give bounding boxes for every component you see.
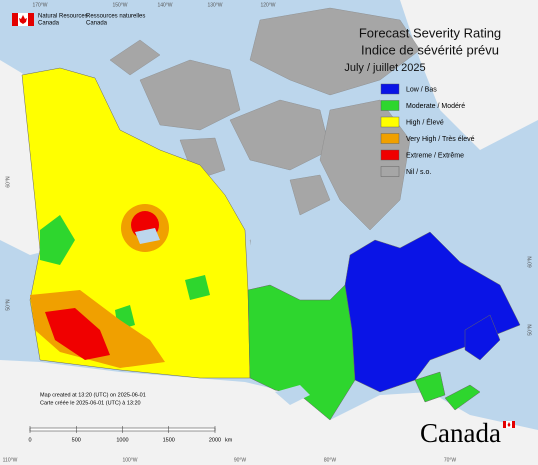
newfoundland (464, 314, 501, 361)
scale-label: 500 (72, 437, 81, 443)
graticule-label: 110°W (3, 457, 18, 463)
legend-label: Low / Bas (406, 86, 437, 93)
new-brunswick (414, 371, 446, 403)
legend-swatch (380, 133, 400, 144)
scale-label: 1000 (116, 437, 128, 443)
scale-label: 0 (28, 437, 31, 443)
graticule-label: 130°W (207, 2, 222, 8)
graticule-label: 120°W (260, 2, 275, 8)
patch-moderate (185, 275, 210, 300)
bc-moderate (40, 215, 75, 265)
logo (12, 13, 34, 26)
bc-extreme (45, 308, 110, 360)
graticule-label: 60°N (527, 256, 533, 268)
graticule-label: 140°W (157, 2, 172, 8)
wordmark: Canada (420, 418, 501, 448)
legend: Low / Bas Moderate / Modéré High / Élevé Ve… (380, 83, 475, 177)
subtitle: July / juillet 2025 (344, 62, 425, 74)
graticule-label: 80°W (324, 457, 337, 463)
agency-en: Natural Resources (38, 14, 88, 20)
graticule-label: 90°W (234, 457, 247, 463)
us-land (0, 360, 538, 465)
agency-fr: Canada (86, 21, 108, 27)
legend-swatch (380, 83, 400, 95)
agency-fr: Ressources naturelles (86, 14, 145, 20)
legend-swatch (380, 100, 400, 111)
graticule-label: 50°N (527, 324, 533, 336)
legend-label: Extreme / Extrême (406, 152, 464, 159)
scale-label: 1500 (163, 437, 175, 443)
hudson-bay (250, 215, 340, 298)
graticule-labels: 170°W 150°W 140°W 130°W 120°W 110°W 100°W 90°W 8… (3, 2, 534, 463)
graticule-label: 170°W (32, 2, 47, 8)
great-lakes (275, 385, 310, 405)
scale-bar: 0 500 1000 1500 2000 km (28, 426, 233, 443)
graticule-label: 60°N (5, 176, 11, 188)
legend-swatch (380, 116, 400, 128)
legend-label: Nil / s.o. (406, 169, 431, 176)
graticule-label: 70°W (444, 457, 457, 463)
scale-label: 2000 (209, 437, 221, 443)
graticule-label: 150°W (112, 2, 127, 8)
scale-unit: km (225, 437, 233, 443)
legend-swatch (380, 149, 400, 161)
quebec-low (344, 231, 521, 393)
alaska (0, 60, 50, 255)
agency-en: Canada (38, 21, 60, 27)
title: Indice de sévérité prévu (361, 42, 499, 57)
lake (135, 228, 160, 244)
graticule-label: 100°W (122, 457, 137, 463)
greenland (400, 0, 538, 150)
note: Carte créée le 2025-06-01 (UTC) à 13:20 (40, 400, 141, 406)
title: Forecast Severity Rating (359, 25, 501, 40)
legend-label: High / Élevé (406, 117, 444, 126)
wordmark-flag (503, 421, 515, 428)
note: Map created at 13:20 (UTC) on 2025-06-01 (40, 392, 146, 398)
graticule-label: 50°N (5, 299, 11, 311)
legend-label: Very High / Très élevé (406, 136, 475, 143)
legend-swatch (380, 166, 400, 177)
nova-scotia (444, 384, 481, 411)
legend-label: Moderate / Modéré (406, 103, 465, 110)
